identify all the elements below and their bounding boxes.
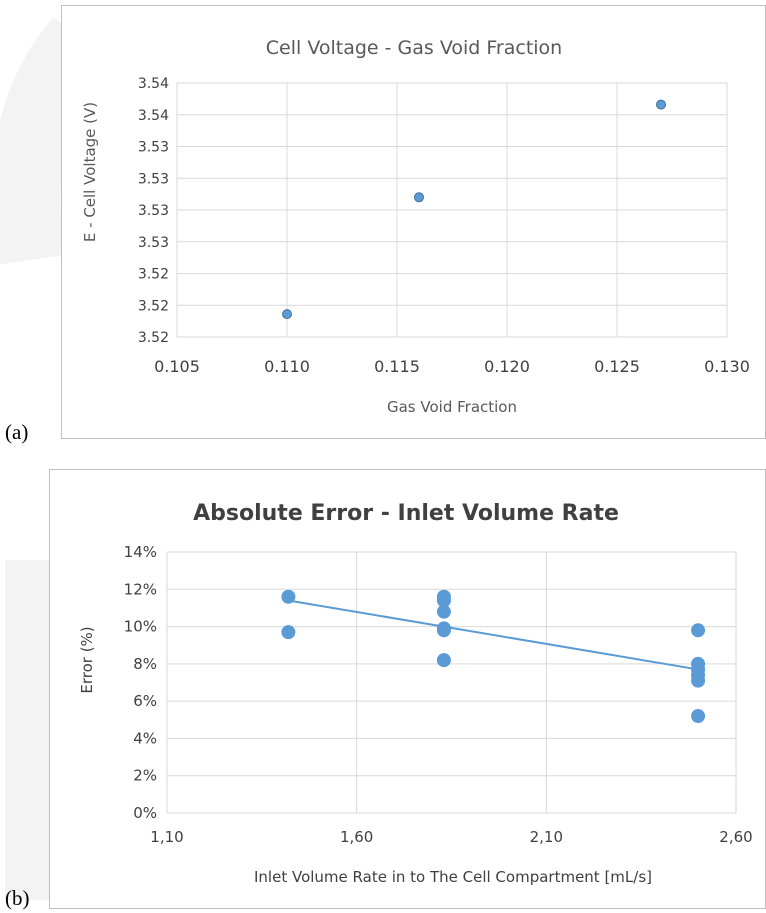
chart-a-y-tick-label: 3.52	[138, 298, 169, 314]
chart-a-points	[282, 99, 666, 320]
chart-a-y-tick-label: 3.54	[138, 108, 169, 124]
chart-a-y-tick-label: 3.53	[138, 140, 169, 156]
chart-b-y-tick-label: 14%	[124, 543, 157, 561]
chart-b-x-tick-label: 2,10	[530, 828, 563, 846]
chart-b-y-axis-label: Error (%)	[78, 626, 96, 693]
chart-a-x-tick-label: 0.115	[374, 357, 420, 376]
chart-b-gridlines	[166, 551, 737, 814]
chart-b-x-tick-label: 1,10	[150, 828, 183, 846]
chart-b-x-tick-label: 2,60	[719, 828, 752, 846]
chart-b-x-axis-label: Inlet Volume Rate in to The Cell Compart…	[254, 868, 652, 886]
chart-b-frame: Absolute Error - Inlet Volume Rate 0% 2% 4…	[49, 469, 766, 909]
chart-a-data-point	[414, 192, 424, 203]
chart-b-y-tick-label: 6%	[133, 692, 157, 710]
chart-a-x-tick-label: 0.120	[484, 357, 530, 376]
chart-b-y-tick-label: 8%	[133, 655, 157, 673]
chart-a-title: Cell Voltage - Gas Void Fraction	[266, 37, 562, 59]
chart-b-svg: Absolute Error - Inlet Volume Rate 0% 2% 4…	[78, 501, 753, 886]
chart-a-y-tick-label: 3.53	[138, 235, 169, 251]
chart-a-y-tick-label: 3.53	[138, 203, 169, 219]
chart-a-x-axis-label: Gas Void Fraction	[387, 398, 517, 416]
chart-b-points	[281, 589, 706, 724]
chart-b-y-tick-label: 4%	[133, 729, 157, 747]
chart-b-y-tick-label: 2%	[133, 767, 157, 785]
chart-b-data-point	[281, 625, 296, 640]
chart-b-title: Absolute Error - Inlet Volume Rate	[193, 501, 619, 526]
chart-a-data-point	[282, 309, 292, 320]
chart-a-y-axis-label: E - Cell Voltage (V)	[81, 102, 99, 242]
chart-b-trendline	[288, 599, 699, 671]
chart-b-data-point	[436, 623, 451, 638]
chart-b-data-point	[436, 604, 451, 619]
chart-a-y-tick-label: 3.52	[138, 330, 169, 346]
chart-b-trendline-group	[288, 599, 699, 671]
chart-a-y-tick-label: 3.53	[138, 171, 169, 187]
chart-a-gridlines	[176, 82, 728, 338]
panel-b-label: (b)	[5, 886, 30, 910]
chart-b-y-tick-label: 10%	[124, 618, 157, 636]
chart-a-data-point	[656, 99, 666, 110]
chart-b-y-tick-labels: 0% 2% 4% 6% 8% 10% 12% 14%	[124, 543, 157, 822]
chart-a-y-tick-label: 3.54	[138, 76, 169, 92]
panel-a-label: (a)	[5, 420, 29, 444]
chart-a-frame: Cell Voltage - Gas Void Fraction 3.52 3.5…	[61, 5, 766, 439]
chart-b-y-tick-label: 12%	[124, 580, 157, 598]
chart-b-y-tick-label: 0%	[133, 804, 157, 822]
chart-a-x-tick-label: 0.125	[594, 357, 640, 376]
chart-a-x-tick-labels: 0.105 0.110 0.115 0.120 0.125 0.130	[154, 357, 750, 376]
chart-b-data-point	[691, 709, 706, 724]
chart-a-x-tick-label: 0.110	[264, 357, 310, 376]
chart-a-y-tick-labels: 3.52 3.52 3.52 3.53 3.53 3.53 3.53 3.54 3.54	[138, 76, 169, 346]
chart-b-data-point	[691, 623, 706, 638]
chart-b-data-point	[281, 589, 296, 604]
chart-b-data-point	[436, 653, 451, 668]
chart-b-x-tick-label: 1,60	[340, 828, 373, 846]
chart-a-x-tick-label: 0.105	[154, 357, 200, 376]
chart-a-svg: Cell Voltage - Gas Void Fraction 3.523.5…	[81, 37, 750, 416]
chart-a-y-tick-label: 3.52	[138, 267, 169, 283]
chart-b-data-point	[691, 673, 706, 688]
chart-a-x-tick-label: 0.130	[704, 357, 750, 376]
chart-b-x-tick-labels: 1,10 1,60 2,10 2,60	[150, 828, 752, 846]
